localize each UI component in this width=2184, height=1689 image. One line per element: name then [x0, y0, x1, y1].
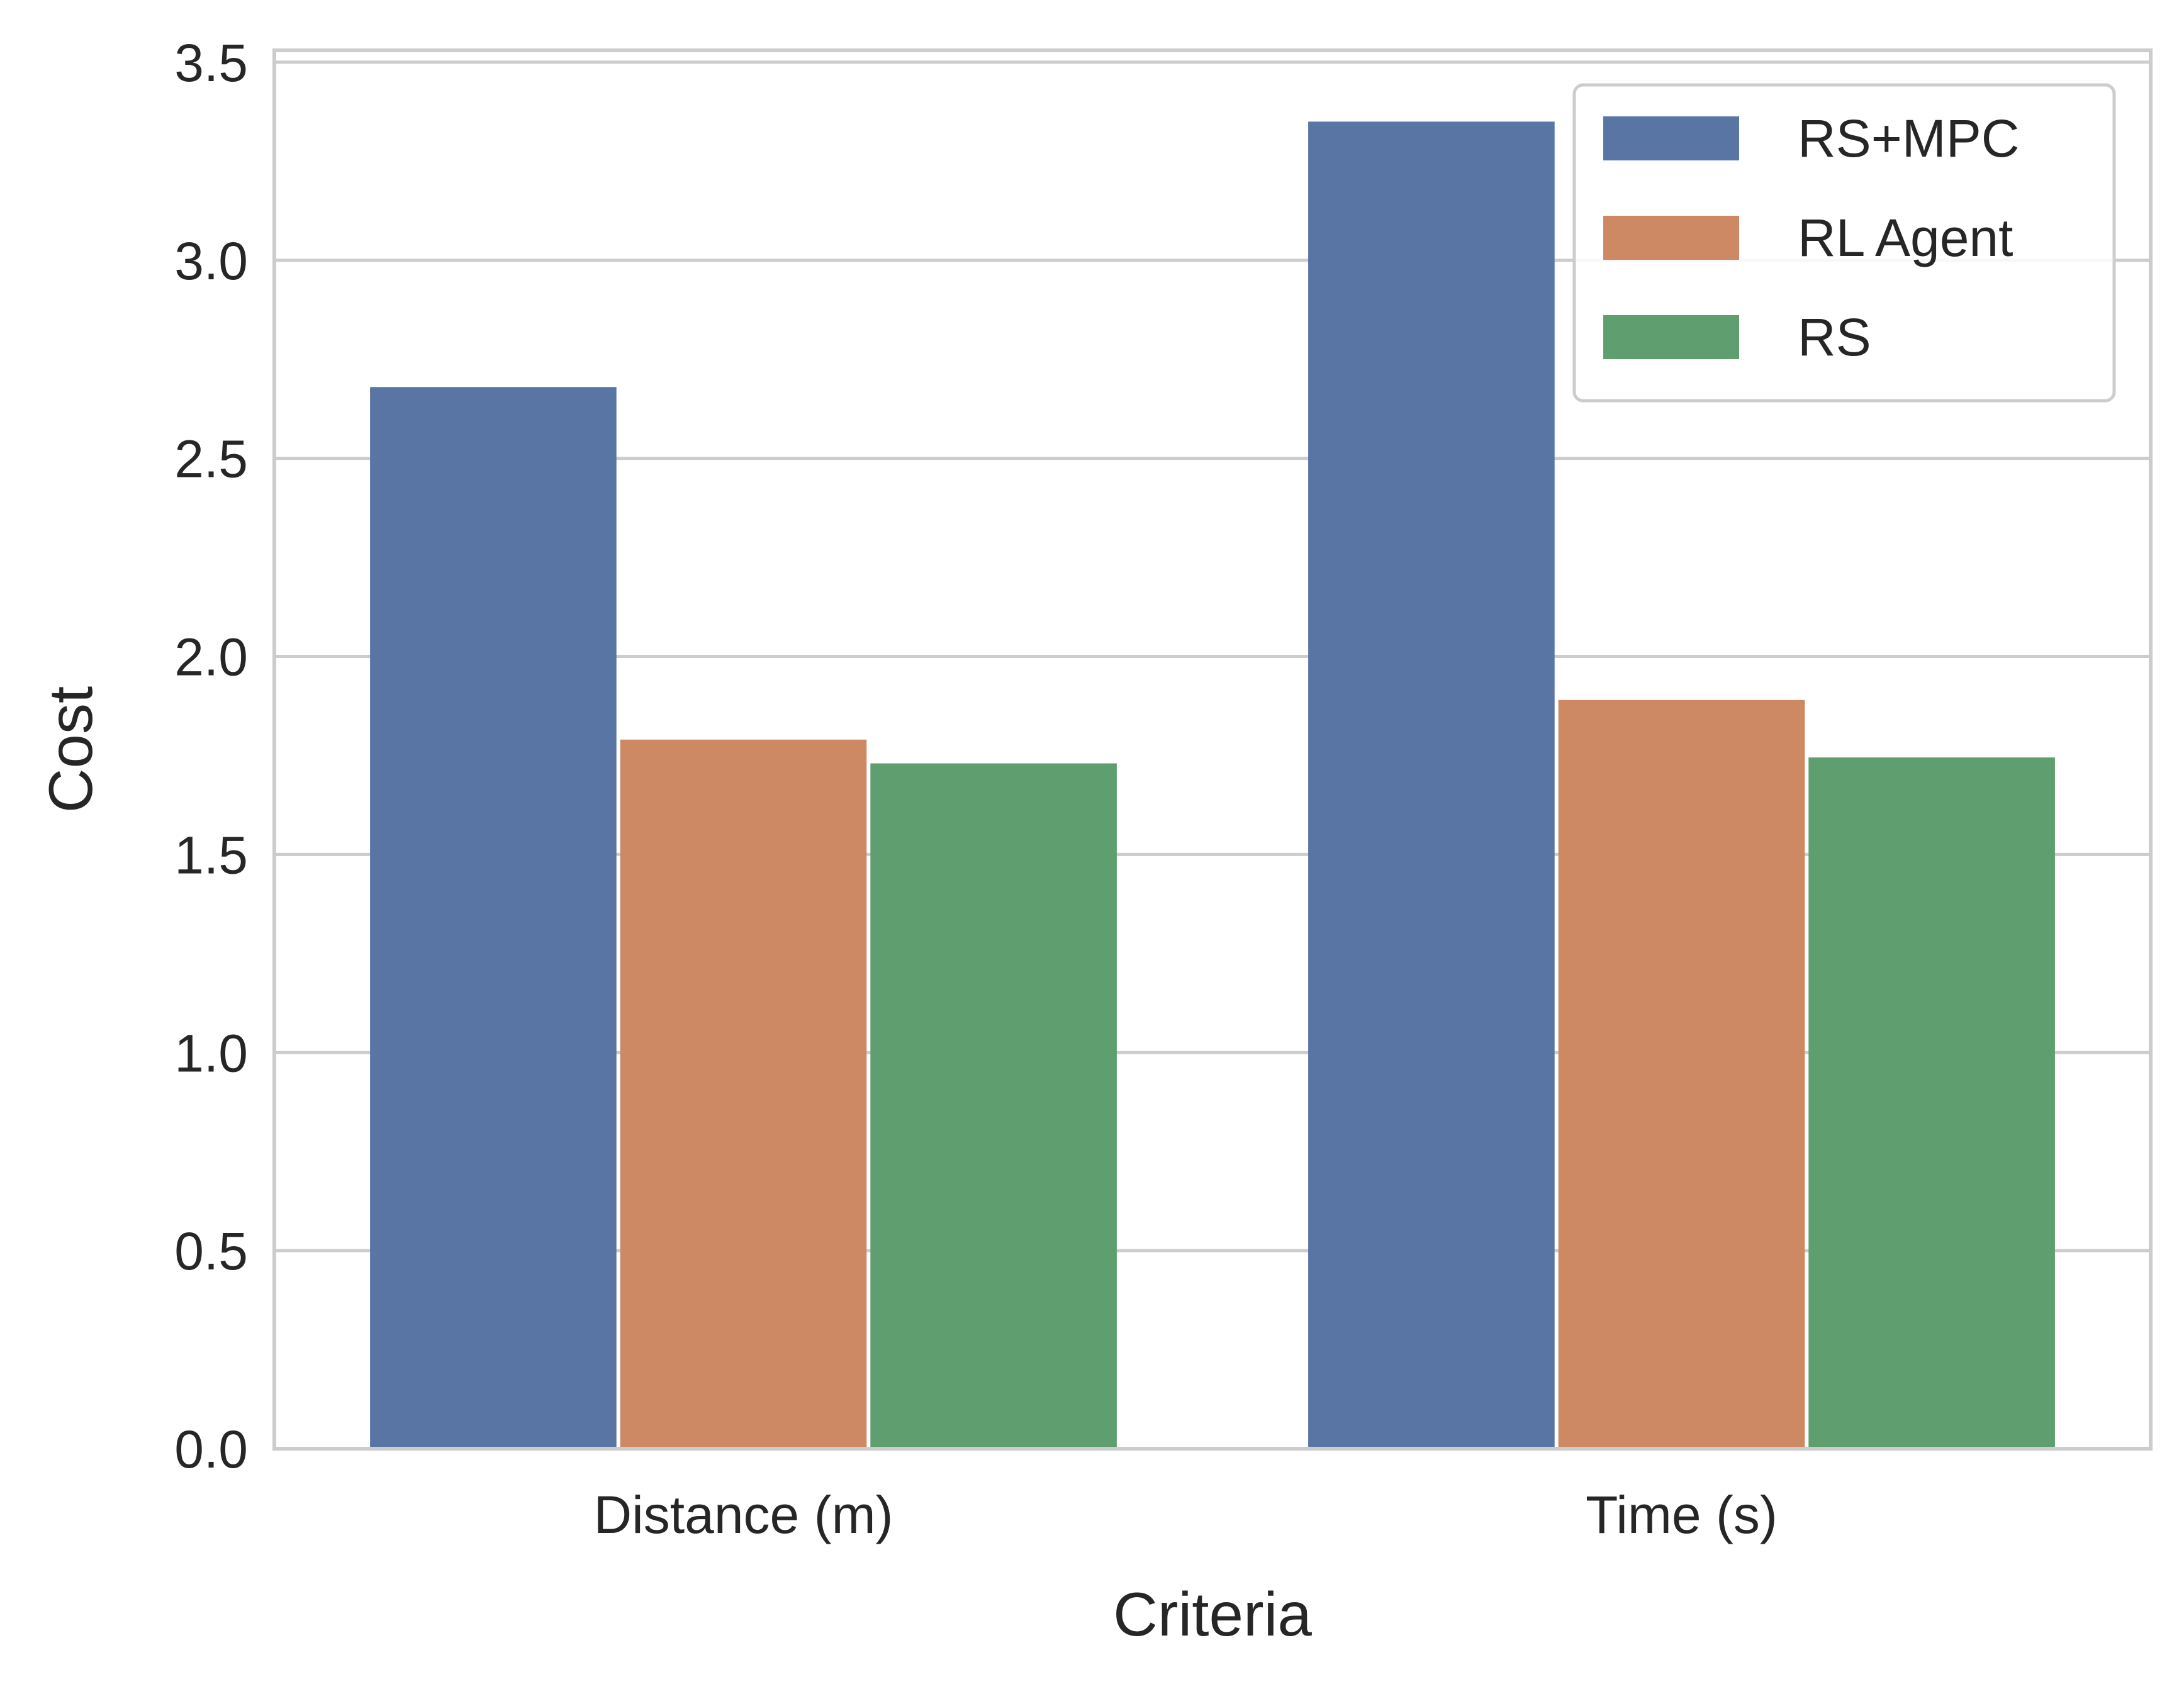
y-tick-label: 1.0 [174, 1023, 248, 1083]
y-tick-label: 1.5 [174, 825, 248, 884]
y-tick-label: 0.0 [174, 1420, 248, 1479]
legend-swatch [1603, 315, 1739, 359]
y-tick-label: 3.5 [174, 33, 248, 92]
y-tick-label: 2.5 [174, 430, 248, 489]
legend-label: RS+MPC [1798, 109, 2019, 168]
bars [370, 121, 2055, 1449]
legend-swatch [1603, 116, 1739, 160]
x-axis-label: Criteria [1113, 1580, 1312, 1649]
bar-rs-0 [870, 763, 1117, 1449]
legend-swatch [1603, 216, 1739, 260]
y-axis-label: Cost [36, 686, 105, 813]
x-tick-label: Distance (m) [593, 1485, 893, 1544]
y-tick-label: 2.0 [174, 628, 248, 687]
bar-rl-agent-0 [620, 739, 867, 1449]
bar-rs-mpc-1 [1308, 121, 1555, 1449]
legend-label: RS [1798, 308, 1871, 367]
plot-frame [272, 48, 2153, 1451]
y-tick-labels: 0.0 0.5 1.0 1.5 2.0 2.5 3.0 3.5 [174, 33, 248, 1479]
x-tick-label: Time (s) [1586, 1485, 1778, 1544]
bar-rs-mpc-0 [370, 387, 617, 1449]
x-tick-labels: Distance (m) Time (s) [593, 1485, 1777, 1544]
legend-label: RL Agent [1798, 208, 2013, 267]
legend: RS+MPC RL Agent RS [1572, 83, 2116, 403]
y-tick-label: 0.5 [174, 1222, 248, 1281]
bar-rl-agent-1 [1558, 700, 1805, 1449]
bar-rs-1 [1808, 757, 2055, 1449]
y-tick-label: 3.0 [174, 231, 248, 291]
